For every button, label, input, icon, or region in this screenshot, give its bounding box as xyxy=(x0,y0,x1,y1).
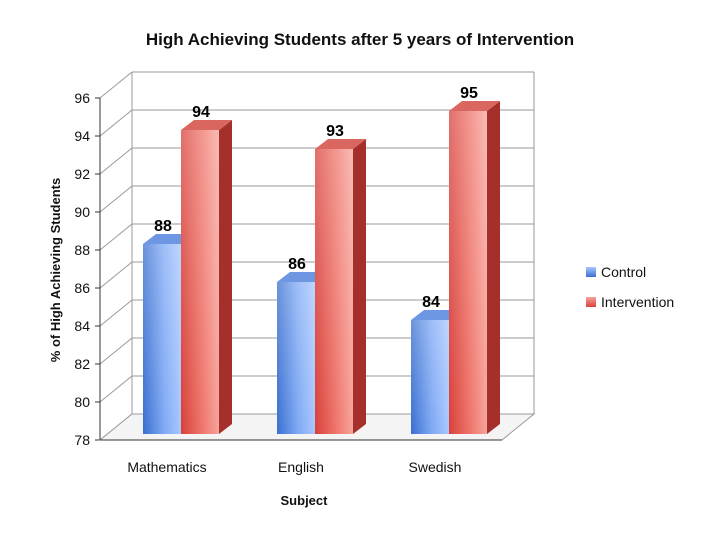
y-tick-label: 90 xyxy=(74,204,90,220)
data-label-control-swedish: 84 xyxy=(422,294,440,311)
gridline-side xyxy=(99,185,133,213)
bar-shine xyxy=(143,244,181,434)
bar-side xyxy=(219,120,232,434)
bar-top xyxy=(315,139,366,149)
legend-label-control: Control xyxy=(601,264,646,280)
gridline-side xyxy=(99,261,133,289)
legend-swatch-intervention xyxy=(586,297,596,307)
x-axis-categories: Mathematics English Swedish xyxy=(127,459,461,475)
x-tick-label: Swedish xyxy=(409,459,462,475)
data-label-control-mathematics: 88 xyxy=(154,218,172,235)
x-axis-title: Subject xyxy=(281,493,329,508)
y-tick-label: 80 xyxy=(74,394,90,410)
gridline-side xyxy=(99,109,133,137)
bars xyxy=(143,101,500,434)
bar-intervention-english xyxy=(315,139,366,434)
y-tick-label: 92 xyxy=(74,166,90,182)
bar-intervention-swedish xyxy=(449,101,500,434)
chart-title: High Achieving Students after 5 years of… xyxy=(146,30,574,49)
data-label-control-english: 86 xyxy=(288,256,306,273)
x-tick-label: English xyxy=(278,459,324,475)
bar-side xyxy=(487,101,500,434)
bar-intervention-mathematics xyxy=(181,120,232,434)
bar-shine xyxy=(449,111,487,434)
y-tick-label: 82 xyxy=(74,356,90,372)
gridline-side xyxy=(99,337,133,365)
data-labels: 88 94 86 93 84 95 xyxy=(154,85,478,311)
y-tick-label: 96 xyxy=(74,90,90,106)
bar-side xyxy=(353,139,366,434)
gridline-side xyxy=(99,375,133,403)
gridline-side xyxy=(99,71,133,99)
bar-top xyxy=(181,120,232,130)
data-label-intervention-english: 93 xyxy=(326,123,344,140)
y-axis-ticks: 78 80 82 84 86 88 90 92 94 96 xyxy=(74,90,101,448)
y-tick-label: 86 xyxy=(74,280,90,296)
bar-shine xyxy=(315,149,353,434)
gridline-side xyxy=(99,147,133,175)
bar-shine xyxy=(411,320,449,434)
legend-label-intervention: Intervention xyxy=(601,294,674,310)
y-tick-label: 84 xyxy=(74,318,90,334)
data-label-intervention-swedish: 95 xyxy=(460,85,478,102)
y-tick-label: 78 xyxy=(74,432,90,448)
bar-shine xyxy=(181,130,219,434)
bar-top xyxy=(449,101,500,111)
y-tick-label: 94 xyxy=(74,128,90,144)
x-tick-label: Mathematics xyxy=(127,459,206,475)
bar-shine xyxy=(277,282,315,434)
legend: Control Intervention xyxy=(586,264,674,310)
gridline-side xyxy=(99,299,133,327)
y-tick-label: 88 xyxy=(74,242,90,258)
gridline-side xyxy=(99,223,133,251)
data-label-intervention-mathematics: 94 xyxy=(192,104,210,121)
y-axis-title: % of High Achieving Students xyxy=(48,178,63,362)
legend-swatch-control xyxy=(586,267,596,277)
